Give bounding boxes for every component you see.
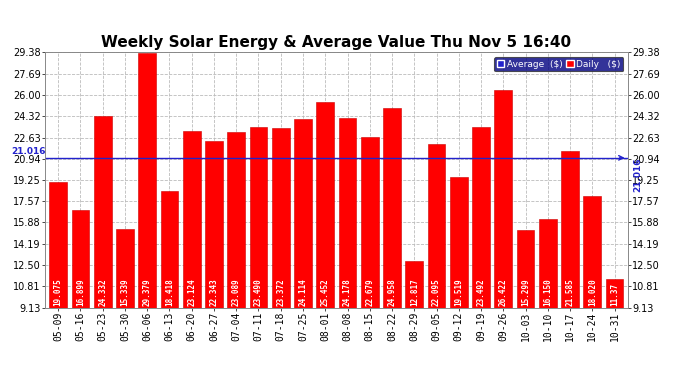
Bar <box>161 190 179 375</box>
Bar <box>583 195 601 375</box>
Bar <box>561 151 579 375</box>
Text: 11.37: 11.37 <box>610 282 619 306</box>
Text: 18.418: 18.418 <box>165 278 174 306</box>
Title: Weekly Solar Energy & Average Value Thu Nov 5 16:40: Weekly Solar Energy & Average Value Thu … <box>101 35 571 50</box>
Text: 19.075: 19.075 <box>54 278 63 306</box>
Bar <box>138 53 156 375</box>
Text: 18.020: 18.020 <box>588 278 597 306</box>
Bar <box>539 219 557 375</box>
Bar <box>405 261 423 375</box>
Bar <box>94 116 112 375</box>
Text: 12.817: 12.817 <box>410 278 419 306</box>
Text: 15.299: 15.299 <box>521 278 530 306</box>
Text: 22.679: 22.679 <box>365 278 374 306</box>
Text: 23.089: 23.089 <box>232 278 241 306</box>
Text: 23.372: 23.372 <box>276 278 285 306</box>
Bar <box>428 144 446 375</box>
Text: 23.492: 23.492 <box>477 278 486 306</box>
Text: 25.452: 25.452 <box>321 278 330 306</box>
Bar <box>250 127 268 375</box>
Bar <box>227 132 245 375</box>
Bar <box>450 177 468 375</box>
Bar <box>49 182 67 375</box>
Bar <box>272 128 290 375</box>
Text: 24.178: 24.178 <box>343 278 352 306</box>
Bar <box>472 127 490 375</box>
Bar <box>339 118 357 375</box>
Text: 24.114: 24.114 <box>299 278 308 306</box>
Bar <box>116 230 134 375</box>
Bar <box>72 210 90 375</box>
Text: 19.519: 19.519 <box>454 278 463 306</box>
Text: 23.124: 23.124 <box>187 278 196 306</box>
Bar <box>294 119 312 375</box>
Bar <box>183 131 201 375</box>
Legend: Average  ($), Daily   ($): Average ($), Daily ($) <box>494 57 623 71</box>
Text: 21.016: 21.016 <box>12 147 46 156</box>
Text: 15.339: 15.339 <box>121 278 130 306</box>
Text: 24.332: 24.332 <box>98 278 107 306</box>
Bar <box>494 90 512 375</box>
Text: 29.379: 29.379 <box>143 278 152 306</box>
Bar <box>205 141 223 375</box>
Bar <box>606 279 624 375</box>
Bar <box>383 108 401 375</box>
Text: 22.095: 22.095 <box>432 278 441 306</box>
Bar <box>517 230 535 375</box>
Bar <box>361 137 379 375</box>
Text: 16.150: 16.150 <box>543 278 552 306</box>
Text: 21.585: 21.585 <box>566 278 575 306</box>
Text: 24.958: 24.958 <box>388 278 397 306</box>
Bar <box>316 102 334 375</box>
Text: 26.422: 26.422 <box>499 278 508 306</box>
Text: 23.490: 23.490 <box>254 278 263 306</box>
Text: 22.343: 22.343 <box>210 278 219 306</box>
Text: 16.899: 16.899 <box>76 278 85 306</box>
Text: 21.016: 21.016 <box>633 158 642 192</box>
